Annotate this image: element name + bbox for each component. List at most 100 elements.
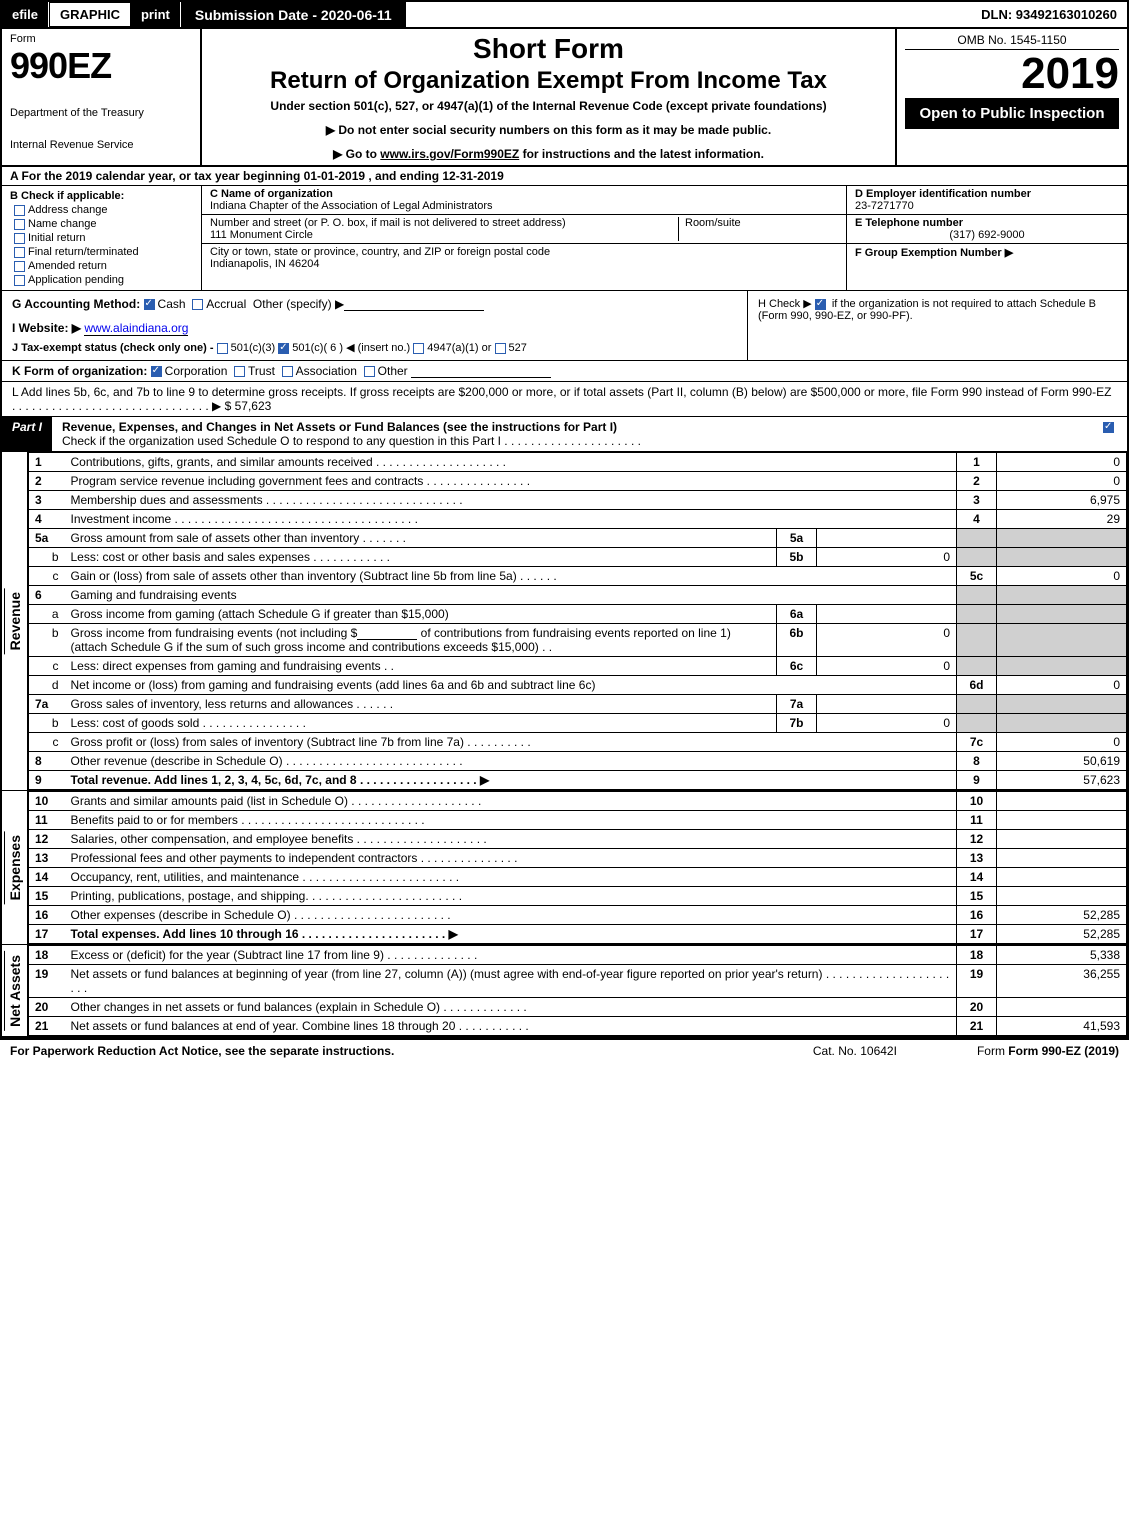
l-text: L Add lines 5b, 6c, and 7b to line 9 to … xyxy=(12,385,1111,413)
line-value: 52,285 xyxy=(997,925,1127,944)
line-desc: Other expenses (describe in Schedule O) … xyxy=(65,906,957,925)
table-row: bLess: cost or other basis and sales exp… xyxy=(29,548,1127,567)
line-box-num: 12 xyxy=(957,830,997,849)
opt-label: Initial return xyxy=(28,232,85,244)
submission-date: Submission Date - 2020-06-11 xyxy=(181,2,406,27)
checkbox-icon[interactable] xyxy=(413,343,424,354)
opt-initial-return[interactable]: Initial return xyxy=(14,232,193,244)
opt-label: Amended return xyxy=(28,260,107,272)
line-value: 5,338 xyxy=(997,946,1127,965)
table-row: 21Net assets or fund balances at end of … xyxy=(29,1017,1127,1036)
table-row: cGross profit or (loss) from sales of in… xyxy=(29,733,1127,752)
org-name-label: C Name of organization xyxy=(210,188,838,200)
street-value: 111 Monument Circle xyxy=(210,229,678,241)
shaded-cell xyxy=(997,586,1127,605)
footer-right: Form Form 990-EZ (2019) xyxy=(977,1044,1119,1058)
room-suite-label: Room/suite xyxy=(678,217,838,241)
opt-label: Final return/terminated xyxy=(28,246,139,258)
efile-button[interactable]: efile xyxy=(2,2,49,27)
opt-address-change[interactable]: Address change xyxy=(14,204,193,216)
line-desc: Less: cost of goods sold . . . . . . . .… xyxy=(65,714,777,733)
line-box-num: 16 xyxy=(957,906,997,925)
opt-final-return[interactable]: Final return/terminated xyxy=(14,246,193,258)
checkbox-icon[interactable] xyxy=(495,343,506,354)
h-text1: H Check ▶ xyxy=(758,298,812,310)
checkbox-icon[interactable] xyxy=(364,366,375,377)
part1-title: Revenue, Expenses, and Changes in Net As… xyxy=(52,417,1093,451)
k-trust: Trust xyxy=(248,364,275,378)
table-row: 7aGross sales of inventory, less returns… xyxy=(29,695,1127,714)
checkbox-icon[interactable] xyxy=(192,299,203,310)
line-desc: Gain or (loss) from sale of assets other… xyxy=(65,567,957,586)
table-row: 9Total revenue. Add lines 1, 2, 3, 4, 5c… xyxy=(29,771,1127,790)
line-box-num: 13 xyxy=(957,849,997,868)
shaded-cell xyxy=(957,695,997,714)
line-value: 52,285 xyxy=(997,906,1127,925)
table-row: 18Excess or (deficit) for the year (Subt… xyxy=(29,946,1127,965)
line-box-num: 20 xyxy=(957,998,997,1017)
checkbox-checked-icon[interactable] xyxy=(144,299,155,310)
tax-year: 2019 xyxy=(905,50,1119,99)
line-desc: Gross profit or (loss) from sales of inv… xyxy=(65,733,957,752)
line-num: 16 xyxy=(29,906,65,925)
checkbox-icon[interactable] xyxy=(234,366,245,377)
opt-amended-return[interactable]: Amended return xyxy=(14,260,193,272)
phone-cell: E Telephone number (317) 692-9000 xyxy=(847,215,1127,244)
street-label: Number and street (or P. O. box, if mail… xyxy=(210,217,678,229)
opt-name-change[interactable]: Name change xyxy=(14,218,193,230)
line-mid-num: 6c xyxy=(777,657,817,676)
part1-check[interactable] xyxy=(1093,417,1127,451)
line-desc: Salaries, other compensation, and employ… xyxy=(65,830,957,849)
line-desc: Other revenue (describe in Schedule O) .… xyxy=(65,752,957,771)
section-def: D Employer identification number 23-7271… xyxy=(847,186,1127,290)
line-value: 36,255 xyxy=(997,965,1127,998)
line-desc: Professional fees and other payments to … xyxy=(65,849,957,868)
checkbox-checked-icon[interactable] xyxy=(151,366,162,377)
table-row: bGross income from fundraising events (n… xyxy=(29,624,1127,657)
table-row: cGain or (loss) from sale of assets othe… xyxy=(29,567,1127,586)
graphic-button[interactable]: GRAPHIC xyxy=(49,2,131,27)
table-row: 1Contributions, gifts, grants, and simil… xyxy=(29,453,1127,472)
line-value: 6,975 xyxy=(997,491,1127,510)
checkbox-checked-icon[interactable] xyxy=(278,343,289,354)
section-b-title: B Check if applicable: xyxy=(10,190,193,202)
print-button[interactable]: print xyxy=(131,2,181,27)
opt-application-pending[interactable]: Application pending xyxy=(14,274,193,286)
footer-center: Cat. No. 10642I xyxy=(813,1044,897,1058)
goto-instructions: ▶ Go to www.irs.gov/Form990EZ for instru… xyxy=(210,147,887,161)
line-desc: Gross sales of inventory, less returns a… xyxy=(65,695,777,714)
line-num: a xyxy=(29,605,65,624)
expenses-section: Expenses 10Grants and similar amounts pa… xyxy=(2,791,1127,945)
line-value xyxy=(997,868,1127,887)
checkbox-icon[interactable] xyxy=(282,366,293,377)
table-row: aGross income from gaming (attach Schedu… xyxy=(29,605,1127,624)
k-other-field[interactable] xyxy=(411,364,551,378)
j-o3: 4947(a)(1) or xyxy=(427,342,491,354)
table-row: 6Gaming and fundraising events xyxy=(29,586,1127,605)
line-mid-num: 6b xyxy=(777,624,817,657)
irs-link[interactable]: www.irs.gov/Form990EZ xyxy=(380,147,519,161)
revenue-section: Revenue 1Contributions, gifts, grants, a… xyxy=(2,452,1127,791)
line-desc: Gross income from fundraising events (no… xyxy=(65,624,777,657)
j-o1: 501(c)(3) xyxy=(231,342,276,354)
line-value: 57,623 xyxy=(997,771,1127,790)
line-num: 19 xyxy=(29,965,65,998)
shaded-cell xyxy=(997,624,1127,657)
contrib-field[interactable] xyxy=(357,626,417,640)
line-mid-val: 0 xyxy=(817,624,957,657)
checkbox-checked-icon[interactable] xyxy=(815,299,826,310)
form-number: 990EZ xyxy=(10,45,192,87)
line-value: 0 xyxy=(997,453,1127,472)
line-num: 7a xyxy=(29,695,65,714)
line-value xyxy=(997,830,1127,849)
g-other-field[interactable] xyxy=(344,297,484,311)
table-row: 15Printing, publications, postage, and s… xyxy=(29,887,1127,906)
line-mid-num: 7b xyxy=(777,714,817,733)
checkbox-icon[interactable] xyxy=(217,343,228,354)
website-link[interactable]: www.alaindiana.org xyxy=(84,321,188,336)
line-num: 14 xyxy=(29,868,65,887)
dln-label: DLN: 93492163010260 xyxy=(971,2,1127,27)
line-box-num: 10 xyxy=(957,792,997,811)
line-desc: Excess or (deficit) for the year (Subtra… xyxy=(65,946,957,965)
part1-label: Part I xyxy=(2,417,52,451)
